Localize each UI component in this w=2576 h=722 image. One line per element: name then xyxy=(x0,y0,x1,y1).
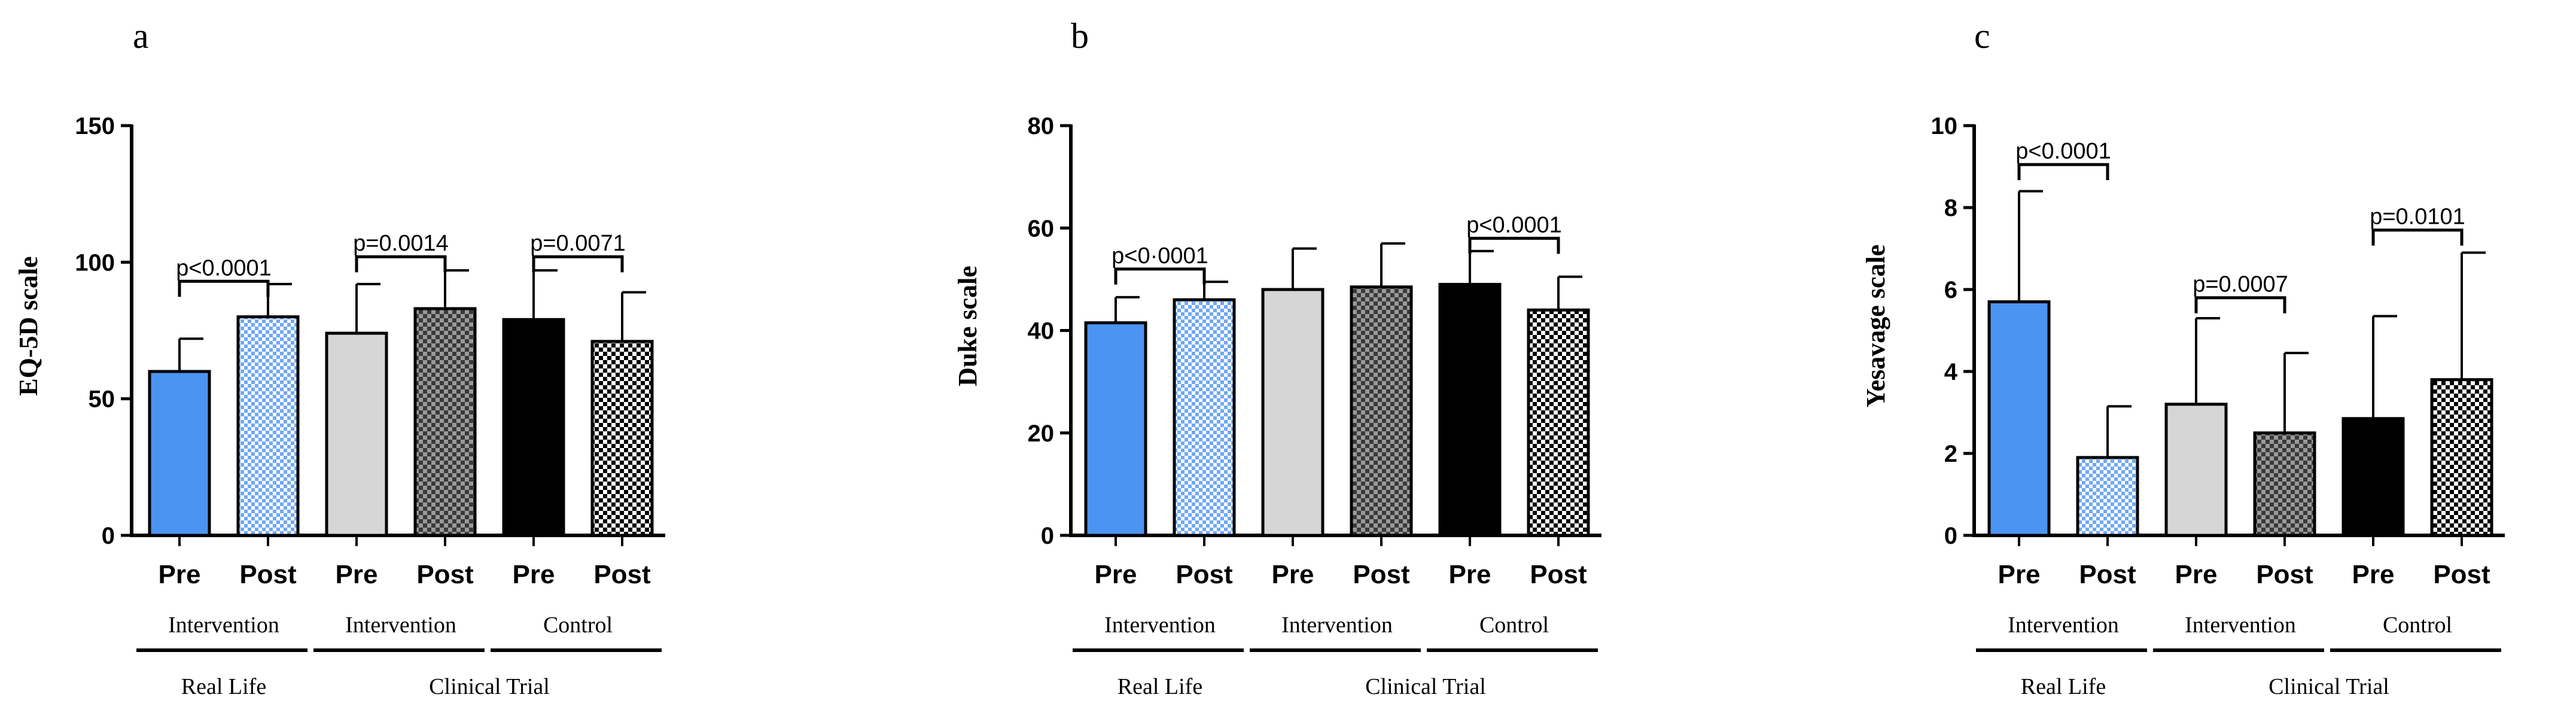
category-label: Pre xyxy=(1095,560,1137,589)
bar-post-6 xyxy=(590,340,654,537)
y-tick-label: 50 xyxy=(89,386,115,413)
group-label: Intervention xyxy=(2008,613,2119,638)
panel-c: c Yesavage scale 0 2 4 6 8 10 Pre Post Pre Post Pr… xyxy=(1861,16,2505,699)
significance-bracket xyxy=(2194,296,2286,313)
bar-pre-1 xyxy=(1987,300,2051,537)
y-tick-label: 150 xyxy=(75,113,115,139)
significance-bracket xyxy=(2371,229,2464,246)
bar-pre-5 xyxy=(2341,417,2405,537)
supergroup-label: Real Life xyxy=(2021,674,2106,699)
category-label: Post xyxy=(1176,560,1233,589)
category-label: Pre xyxy=(2175,560,2218,589)
category-label: Post xyxy=(1530,560,1587,589)
supergroup-label: Clinical Trial xyxy=(2269,674,2389,699)
bar-pre-5 xyxy=(1438,282,1502,537)
y-tick-label: 0 xyxy=(102,523,115,549)
y-tick-label: 80 xyxy=(1028,113,1055,139)
category-label: Post xyxy=(2256,560,2313,589)
bar-pre-3 xyxy=(2164,403,2228,537)
bar-post-2 xyxy=(2076,456,2139,537)
category-label: Pre xyxy=(1998,560,2041,589)
y-tick-label: 0 xyxy=(1944,523,1957,549)
supergroup-label: Clinical Trial xyxy=(429,674,550,699)
bar-post-4 xyxy=(413,307,477,537)
panel-a: a EQ-5D scale 0 50 100 150 Pre Post Pre Post Pre… xyxy=(14,16,665,699)
bar-pre-3 xyxy=(1261,288,1324,537)
significance-bracket xyxy=(1468,236,1560,254)
p-value-label: p=0.0071 xyxy=(530,231,626,256)
group-label: Control xyxy=(543,613,613,638)
significance-bracket xyxy=(532,255,624,273)
y-tick-label: 100 xyxy=(75,249,115,276)
significance-bracket xyxy=(1114,267,1206,285)
y-tick-label: 8 xyxy=(1944,195,1957,221)
bar-post-4 xyxy=(1350,285,1413,537)
y-tick-label: 4 xyxy=(1944,359,1958,385)
category-label: Post xyxy=(416,560,474,589)
bar-post-4 xyxy=(2253,431,2316,537)
supergroup-label: Clinical Trial xyxy=(1365,674,1486,699)
category-label: Pre xyxy=(1272,560,1314,589)
significance-bracket xyxy=(355,255,447,273)
group-label: Intervention xyxy=(1104,613,1216,638)
group-label: Control xyxy=(2383,613,2452,638)
category-label: Post xyxy=(239,560,297,589)
p-value-label: p=0.0007 xyxy=(2193,272,2288,297)
group-label: Control xyxy=(1479,613,1549,638)
p-value-label: p<0·0001 xyxy=(1112,243,1208,269)
y-tick-label: 10 xyxy=(1931,113,1958,139)
y-axis-title: Duke scale xyxy=(953,266,982,386)
group-label: Intervention xyxy=(345,613,456,638)
p-value-label: p<0.0001 xyxy=(1466,212,1562,237)
y-tick-label: 40 xyxy=(1028,318,1055,345)
category-label: Pre xyxy=(1449,560,1491,589)
significance-bracket xyxy=(2017,163,2109,181)
category-label: Post xyxy=(2079,560,2136,589)
y-axis-title: Yesavage scale xyxy=(1861,245,1890,408)
panel-letter: c xyxy=(1974,16,1990,56)
category-label: Pre xyxy=(159,560,201,589)
bar-post-6 xyxy=(2430,378,2493,537)
p-value-label: p<0.0001 xyxy=(2015,139,2111,164)
group-label: Intervention xyxy=(1281,613,1393,638)
supergroup-label: Real Life xyxy=(181,674,266,699)
significance-bracket xyxy=(178,279,270,297)
y-tick-label: 0 xyxy=(1041,523,1054,549)
category-label: Pre xyxy=(336,560,378,589)
bar-pre-5 xyxy=(502,318,565,537)
y-tick-label: 60 xyxy=(1028,215,1055,242)
bar-pre-1 xyxy=(148,370,211,537)
group-label: Intervention xyxy=(2185,613,2296,638)
panel-letter: a xyxy=(133,16,149,56)
category-label: Post xyxy=(593,560,651,589)
bar-post-2 xyxy=(1173,298,1236,537)
bar-post-2 xyxy=(236,315,300,537)
p-value-label: p<0.0001 xyxy=(176,255,272,281)
y-tick-label: 20 xyxy=(1028,421,1055,447)
supergroup-label: Real Life xyxy=(1118,674,1202,699)
y-tick-label: 6 xyxy=(1944,277,1957,303)
panel-b: b Duke scale 0 20 40 60 80 Pre Post Pre Post Pre P… xyxy=(953,16,1601,699)
category-label: Post xyxy=(1353,560,1410,589)
bar-pre-3 xyxy=(325,331,388,537)
category-label: Post xyxy=(2433,560,2490,589)
bar-pre-1 xyxy=(1084,321,1147,537)
p-value-label: p=0.0101 xyxy=(2370,205,2465,230)
category-label: Pre xyxy=(513,560,555,589)
bar-post-6 xyxy=(1527,308,1590,537)
category-label: Pre xyxy=(2352,560,2395,589)
panel-letter: b xyxy=(1071,16,1089,56)
group-label: Intervention xyxy=(168,613,279,638)
y-axis-title: EQ-5D scale xyxy=(14,256,43,395)
p-value-label: p=0.0014 xyxy=(353,231,449,256)
y-tick-label: 2 xyxy=(1944,441,1957,467)
